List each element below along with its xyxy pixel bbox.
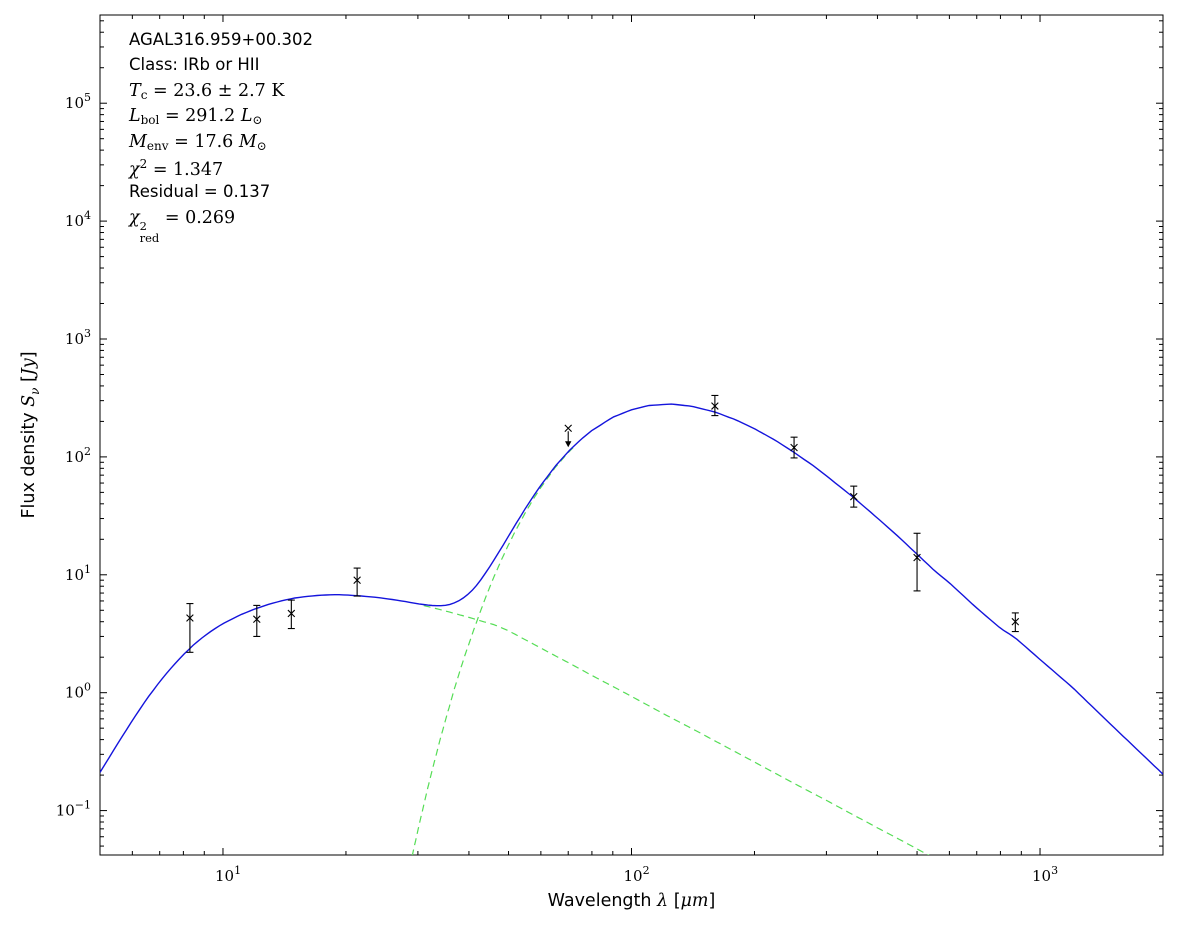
y-tick-label: 104	[65, 209, 91, 230]
axis-ticks	[99, 15, 1164, 855]
annotation-chi-squared-reduced: χ 2 red = 0.269	[129, 207, 236, 245]
y-tick-label: 101	[65, 563, 91, 584]
y-axis-label: Flux density Sν [Jy]	[19, 351, 42, 518]
y-tick-label: 10−1	[56, 799, 91, 820]
annotation-residual: Residual = 0.137	[129, 182, 271, 202]
data-point	[287, 599, 296, 630]
data-point	[849, 485, 858, 508]
annotation-envelope-mass: Menv = 17.6 M⊙	[129, 131, 267, 153]
data-point	[253, 604, 261, 637]
annotation-source-class: Class: IRb or HII	[129, 55, 260, 75]
annotation-chi-squared: χ2 = 1.347	[129, 156, 224, 180]
data-point	[711, 394, 719, 417]
tick-labels: 101 102 103 10−1 100 101 102 103 104 105	[56, 91, 1058, 885]
model-total-curve	[100, 403, 1163, 775]
x-tick-label: 103	[1032, 864, 1058, 885]
fit-parameters-annotation: AGAL316.959+00.302 Class: IRb or HII Tc = …	[129, 30, 314, 245]
cold-component-curve	[411, 447, 574, 855]
y-tick-label: 105	[65, 91, 91, 112]
x-tick-label: 102	[624, 864, 650, 885]
annotation-dust-temperature: Tc = 23.6 ± 2.7 K	[129, 80, 285, 102]
data-points	[186, 394, 1020, 653]
annotation-bolometric-luminosity: Lbol = 291.2 L⊙	[129, 106, 263, 128]
upper-limit-arrow-icon	[565, 441, 572, 448]
x-tick-label: 101	[215, 864, 241, 885]
data-point	[353, 567, 361, 597]
data-point	[186, 603, 194, 653]
y-tick-label: 102	[65, 445, 91, 466]
y-tick-label: 103	[65, 327, 91, 348]
x-axis-label: Wavelength λ [μm]	[548, 891, 716, 911]
data-point	[913, 532, 921, 592]
data-point	[790, 436, 798, 459]
hot-component-curve	[423, 605, 930, 855]
annotation-source-name: AGAL316.959+00.302	[129, 30, 314, 49]
data-point	[1011, 612, 1020, 633]
data-point	[564, 424, 573, 448]
y-tick-label: 100	[65, 681, 91, 702]
